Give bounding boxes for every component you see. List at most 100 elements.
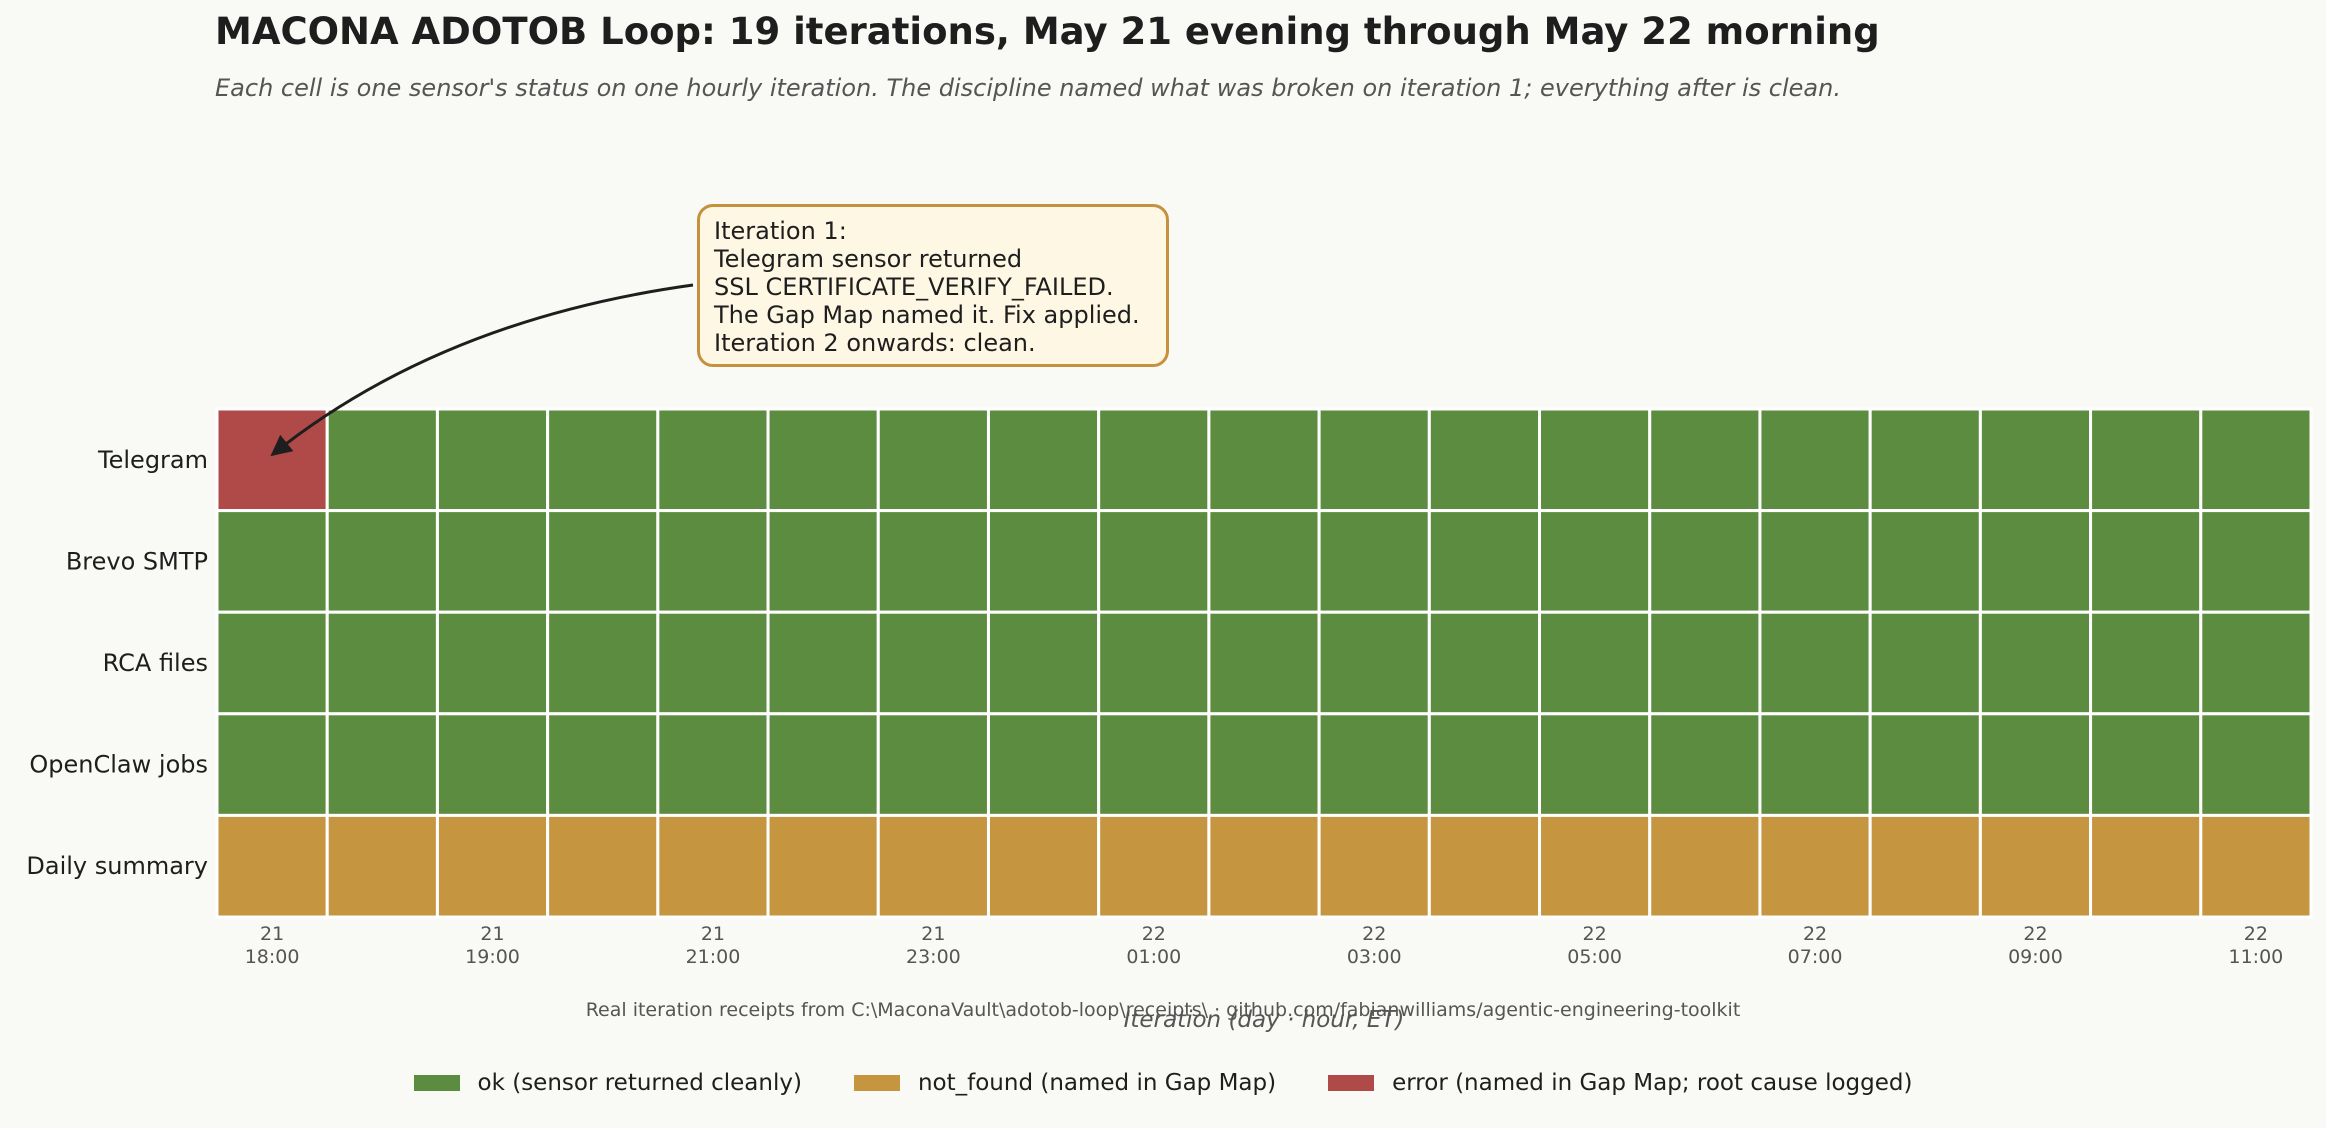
heatmap-cell (1207, 813, 1321, 919)
heatmap-cell (1868, 712, 1982, 817)
x-tick-day: 22 (1583, 923, 1607, 945)
annotation-line: SSL CERTIFICATE_VERIFY_FAILED. (714, 273, 1114, 301)
heatmap-cell (2199, 407, 2313, 513)
legend-label: ok (sensor returned cleanly) (477, 1070, 802, 1096)
heatmap-cell (435, 509, 550, 614)
heatmap-cell (1427, 509, 1542, 614)
x-tick-hour: 11:00 (2229, 946, 2284, 968)
legend-label: not_found (named in Gap Map) (917, 1070, 1277, 1096)
heatmap-cell (1207, 712, 1321, 817)
heatmap-cell (435, 712, 550, 817)
heatmap-cell (1317, 509, 1431, 614)
x-tick-hour: 09:00 (2008, 946, 2063, 968)
heatmap-cell (766, 407, 880, 513)
heatmap-cell (876, 813, 990, 919)
x-tick-day: 21 (701, 923, 725, 945)
heatmap-cell (435, 407, 550, 513)
heatmap-cell (325, 407, 439, 513)
heatmap-cell (325, 509, 439, 614)
heatmap-cell (1868, 407, 1982, 513)
legend-label: error (named in Gap Map; root cause logg… (1392, 1070, 1913, 1096)
heatmap-cell (2089, 813, 2203, 919)
heatmap-cell (215, 509, 329, 614)
heatmap-cell (1648, 407, 1762, 513)
heatmap-cell (876, 712, 990, 817)
heatmap-cell (435, 610, 550, 716)
heatmap-cell (1097, 712, 1211, 817)
legend-swatch-error (1328, 1075, 1375, 1091)
x-tick-day: 22 (2244, 923, 2268, 945)
heatmap-cell (215, 813, 329, 919)
heatmap-cell (325, 813, 439, 919)
heatmap-cell (325, 712, 439, 817)
heatmap-cell (546, 610, 660, 716)
heatmap-cell (1758, 509, 1872, 614)
annotation-line: Telegram sensor returned (714, 245, 1023, 273)
heatmap-cell (1978, 712, 2093, 817)
legend-item-ok: ok (sensor returned cleanly) (413, 1070, 802, 1096)
heatmap-cell (986, 509, 1101, 614)
heatmap-cell (1758, 407, 1872, 513)
heatmap-cell (986, 610, 1101, 716)
heatmap-cell (656, 509, 770, 614)
heatmap-cell (1648, 712, 1762, 817)
heatmap-cell (1868, 509, 1982, 614)
heatmap-cell (656, 712, 770, 817)
x-tick-hour: 03:00 (1347, 946, 1402, 968)
heatmap-cell (546, 813, 660, 919)
heatmap-cell (1427, 712, 1542, 817)
heatmap-cell (1978, 407, 2093, 513)
chart-title: MACONA ADOTOB Loop: 19 iterations, May 2… (215, 10, 1880, 53)
heatmap-cell (766, 509, 880, 614)
heatmap-cell (2199, 813, 2313, 919)
row-label: RCA files (103, 649, 208, 677)
heatmap-cell (2199, 610, 2313, 716)
x-tick-day: 22 (1142, 923, 1166, 945)
heatmap-cell (1978, 813, 2093, 919)
heatmap-cell (876, 509, 990, 614)
x-tick-hour: 07:00 (1788, 946, 1843, 968)
heatmap-cell (546, 509, 660, 614)
heatmap-cell (986, 813, 1101, 919)
heatmap-cell (1868, 813, 1982, 919)
legend-swatch-ok (413, 1075, 460, 1091)
heatmap-cell (1758, 712, 1872, 817)
heatmap-cell (986, 407, 1101, 513)
heatmap-cell (1207, 610, 1321, 716)
x-tick-day: 22 (1803, 923, 1827, 945)
heatmap-cell (1317, 712, 1431, 817)
heatmap-cell (1538, 712, 1652, 817)
x-tick-hour: 05:00 (1567, 946, 1622, 968)
heatmap-cell (1538, 407, 1652, 513)
heatmap-cell (1758, 610, 1872, 716)
heatmap-cell (435, 813, 550, 919)
x-tick-hour: 18:00 (245, 946, 300, 968)
heatmap-cell (2199, 712, 2313, 817)
heatmap-cell (986, 712, 1101, 817)
heatmap-cell (1868, 610, 1982, 716)
heatmap-cell (1317, 407, 1431, 513)
heatmap-cell (766, 610, 880, 716)
heatmap-cell (1538, 610, 1652, 716)
heatmap-cell (1097, 509, 1211, 614)
heatmap-cell (1538, 509, 1652, 614)
heatmap-cell (1317, 610, 1431, 716)
annotation-line: The Gap Map named it. Fix applied. (714, 301, 1140, 329)
heatmap-cell (766, 813, 880, 919)
heatmap-cell (1097, 407, 1211, 513)
heatmap-cell (1758, 813, 1872, 919)
source-note: Real iteration receipts from C:\MaconaVa… (585, 999, 1741, 1021)
heatmap-cell (1648, 509, 1762, 614)
heatmap-cell (1427, 407, 1542, 513)
heatmap-cell (876, 407, 990, 513)
heatmap-cell (1097, 610, 1211, 716)
heatmap-cell (2089, 509, 2203, 614)
heatmap-cell (1207, 407, 1321, 513)
heatmap-cell (1097, 813, 1211, 919)
heatmap-cell (1978, 509, 2093, 614)
x-tick-hour: 01:00 (1126, 946, 1181, 968)
row-label: Telegram (97, 446, 208, 474)
x-tick-day: 22 (2023, 923, 2047, 945)
legend: ok (sensor returned cleanly) not_found (… (0, 1070, 2326, 1096)
heatmap-cell (215, 610, 329, 716)
